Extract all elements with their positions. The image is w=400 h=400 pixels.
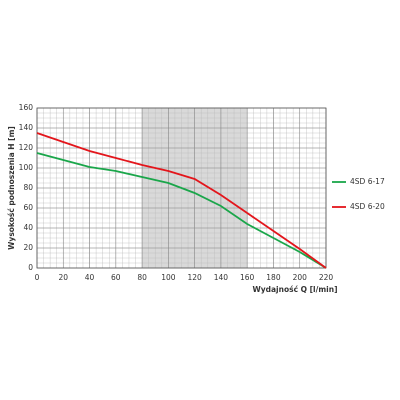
plot-frame <box>36 107 327 269</box>
x-tick-label: 140 <box>214 273 229 282</box>
x-tick-label: 40 <box>85 273 95 282</box>
x-tick-label: 100 <box>161 273 176 282</box>
x-tick-label: 180 <box>266 273 281 282</box>
series-line <box>36 152 327 269</box>
x-tick-label: 60 <box>111 273 121 282</box>
y-tick-label: 100 <box>19 163 34 172</box>
y-tick-label: 140 <box>19 123 34 132</box>
y-tick-label: 160 <box>19 103 34 112</box>
x-tick-label: 80 <box>137 273 147 282</box>
x-tick-label: 220 <box>319 273 334 282</box>
y-tick-label: 0 <box>28 263 33 272</box>
y-tick-label: 120 <box>19 143 34 152</box>
y-tick-label: 60 <box>23 203 33 212</box>
x-axis-label: Wydajność Q [l/min] <box>252 285 337 294</box>
y-tick-label: 40 <box>23 223 33 232</box>
y-tick-label: 80 <box>23 183 33 192</box>
y-axis-label: Wysokość podnoszenia H [m] <box>7 126 16 250</box>
x-tick-label: 160 <box>240 273 255 282</box>
y-tick-label: 20 <box>23 243 33 252</box>
x-tick-label: 20 <box>58 273 68 282</box>
legend-label: 4SD 6-20 <box>350 202 385 211</box>
x-tick-label: 200 <box>293 273 308 282</box>
x-tick-label: 120 <box>187 273 202 282</box>
series-line <box>36 132 327 269</box>
legend-label: 4SD 6-17 <box>350 177 385 186</box>
x-tick-label: 0 <box>35 273 40 282</box>
